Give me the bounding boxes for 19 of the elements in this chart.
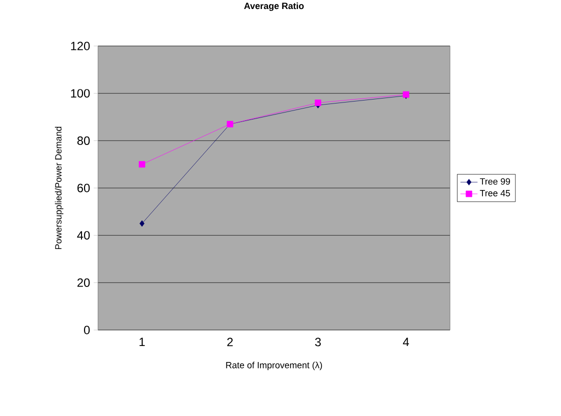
- x-tick-label: 3: [315, 338, 321, 346]
- x-tick-label: 1: [140, 338, 145, 346]
- point: [138, 161, 146, 168]
- legend-label: Tree 99: [480, 178, 510, 185]
- y-axis-title: Powersupplied/Power Demand: [54, 126, 64, 250]
- legend-label: Tree 45: [480, 190, 510, 196]
- point: [140, 220, 144, 227]
- y-tick-label: 0: [84, 326, 90, 334]
- chart-title: Average Ratio: [244, 2, 304, 11]
- y-tick-label: 60: [77, 184, 90, 192]
- x-tick-label: 4: [402, 338, 409, 346]
- y-tick-label: 120: [71, 42, 90, 50]
- x-axis-title: Rate of Improvement (λ): [226, 362, 322, 370]
- y-tick-label: 80: [77, 136, 90, 145]
- y-tick-label: 40: [77, 231, 90, 240]
- point: [314, 100, 322, 106]
- y-tick-label: 100: [71, 89, 90, 98]
- x-tick-label: 2: [227, 338, 233, 346]
- y-tick-label: 20: [77, 278, 90, 287]
